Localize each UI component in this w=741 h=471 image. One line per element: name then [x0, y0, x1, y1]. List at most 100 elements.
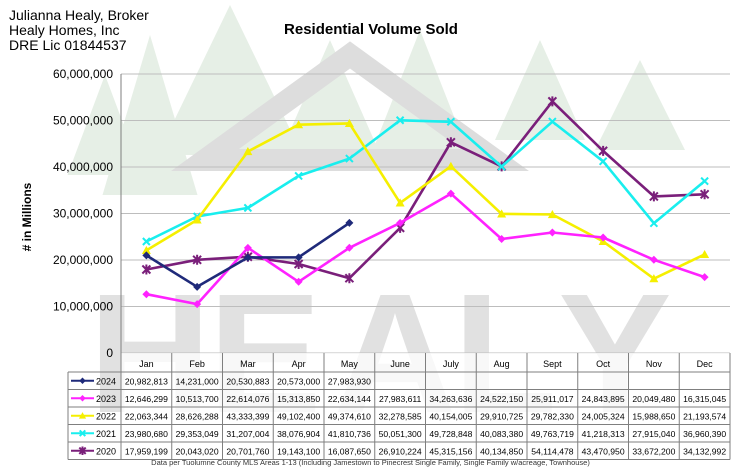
x-category-label: Dec — [697, 359, 714, 369]
data-label-2020: 40,134,850 — [480, 446, 523, 456]
data-label-2023: 20,049,480 — [632, 394, 675, 404]
data-point-2022 — [344, 118, 354, 128]
data-label-2021: 41,810,736 — [328, 429, 371, 439]
data-point-2023 — [193, 300, 202, 309]
data-point-2022 — [395, 198, 405, 207]
data-point-2021 — [649, 218, 659, 228]
data-label-2022: 43,333,399 — [226, 411, 269, 421]
x-category-label: Mar — [240, 359, 256, 369]
data-point-2020 — [344, 273, 355, 284]
data-point-2022 — [446, 161, 456, 170]
data-point-2022 — [649, 274, 659, 283]
data-label-2023: 12,646,299 — [125, 394, 168, 404]
data-point-2022 — [294, 120, 304, 129]
data-label-2023: 15,313,850 — [277, 394, 320, 404]
data-label-2022: 49,374,610 — [328, 411, 371, 421]
data-point-2021 — [142, 237, 151, 246]
y-tick-label: 0 — [106, 346, 113, 360]
legend-label-2020: 2020 — [96, 446, 116, 456]
data-point-2022 — [243, 146, 253, 156]
data-label-2021: 31,207,004 — [226, 429, 269, 439]
legend-label-2022: 2022 — [96, 411, 116, 421]
data-label-2021: 36,960,390 — [683, 429, 726, 439]
broker-name: Julianna Healy, Broker — [9, 7, 149, 23]
x-category-label: Feb — [189, 359, 205, 369]
y-tick-label: 50,000,000 — [53, 114, 113, 128]
data-label-2022: 40,154,005 — [429, 411, 472, 421]
data-label-2024: 20,530,883 — [226, 376, 269, 386]
data-label-2022: 15,988,650 — [632, 411, 675, 421]
legend-marker-2024 — [79, 377, 86, 384]
data-label-2024: 20,573,000 — [277, 376, 320, 386]
data-table: Jan Feb Mar Apr May June July Aug Sept Oct Nov Dec 2… — [67, 353, 731, 460]
data-point-2022 — [700, 249, 710, 259]
data-point-2023 — [700, 273, 709, 282]
data-label-2020: 19,143,100 — [277, 446, 320, 456]
series-line-2022 — [145, 122, 706, 281]
watermark-tree — [495, 40, 585, 140]
data-point-2020 — [598, 145, 608, 156]
data-point-2024 — [243, 253, 252, 262]
data-point-2023 — [497, 234, 506, 243]
footer-note: Data per Tuolumne County MLS Areas 1-13 … — [151, 458, 590, 467]
data-label-2022: 24,005,324 — [582, 411, 625, 421]
data-label-2022: 28,626,288 — [176, 411, 219, 421]
data-label-2020: 26,910,224 — [379, 446, 422, 456]
data-point-2021 — [243, 203, 253, 213]
data-point-2024 — [345, 218, 354, 227]
legend-marker-2023 — [79, 395, 86, 402]
data-point-2021 — [700, 176, 709, 186]
data-label-2020: 43,470,950 — [582, 446, 625, 456]
data-label-2021: 49,763,719 — [531, 429, 574, 439]
data-point-2020 — [547, 96, 558, 107]
data-point-2023 — [243, 243, 252, 252]
company-name: Healy Homes, Inc — [9, 22, 120, 38]
y-tick-label: 60,000,000 — [53, 67, 113, 81]
x-category-label: May — [341, 359, 359, 369]
data-point-2023 — [142, 290, 151, 299]
data-point-2022 — [192, 215, 202, 224]
data-point-2023 — [446, 189, 455, 198]
data-point-2023 — [345, 243, 354, 252]
legend-label-2021: 2021 — [96, 429, 116, 439]
data-label-2023: 34,263,636 — [429, 394, 472, 404]
data-point-2021 — [395, 116, 405, 125]
data-label-2023: 24,843,895 — [582, 394, 625, 404]
data-label-2020: 20,701,760 — [226, 446, 269, 456]
data-label-2020: 20,043,020 — [176, 446, 219, 456]
data-label-2023: 16,315,045 — [683, 394, 726, 404]
data-label-2024: 14,231,000 — [176, 376, 219, 386]
x-category-label: June — [390, 359, 410, 369]
x-category-label: Sept — [543, 359, 562, 369]
data-label-2023: 27,983,611 — [379, 394, 422, 404]
data-point-2022 — [497, 209, 507, 218]
data-label-2020: 54,114,478 — [531, 446, 574, 456]
data-point-2021 — [598, 157, 608, 166]
x-category-label: Jan — [139, 359, 154, 369]
legend-marker-2020 — [78, 446, 87, 455]
data-label-2022: 29,910,725 — [480, 411, 523, 421]
y-tick-label: 40,000,000 — [53, 160, 113, 174]
data-point-2023 — [548, 228, 557, 237]
y-axis-label: # in Millions — [20, 182, 34, 251]
data-label-2024: 20,982,813 — [125, 376, 168, 386]
legend-label-2023: 2023 — [96, 394, 116, 404]
data-point-2021 — [345, 154, 354, 163]
data-label-2023: 24,522,150 — [480, 394, 523, 404]
data-label-2022: 21,193,574 — [683, 411, 726, 421]
x-category-label: Nov — [646, 359, 663, 369]
data-label-2021: 40,083,380 — [480, 429, 523, 439]
data-point-2024 — [142, 251, 151, 260]
legend-marker-2021 — [78, 429, 87, 437]
data-point-2020 — [141, 264, 152, 275]
data-label-2021: 50,051,300 — [379, 429, 422, 439]
data-label-2021: 23,980,680 — [125, 429, 168, 439]
y-axis: 0 10,000,000 20,000,000 30,000,000 40,000,00… — [53, 67, 122, 360]
data-label-2022: 49,102,400 — [277, 411, 320, 421]
data-label-2023: 22,614,076 — [226, 394, 269, 404]
data-point-2021 — [497, 162, 506, 171]
data-label-2023: 10,513,700 — [176, 394, 219, 404]
data-label-2020: 45,315,156 — [429, 446, 472, 456]
